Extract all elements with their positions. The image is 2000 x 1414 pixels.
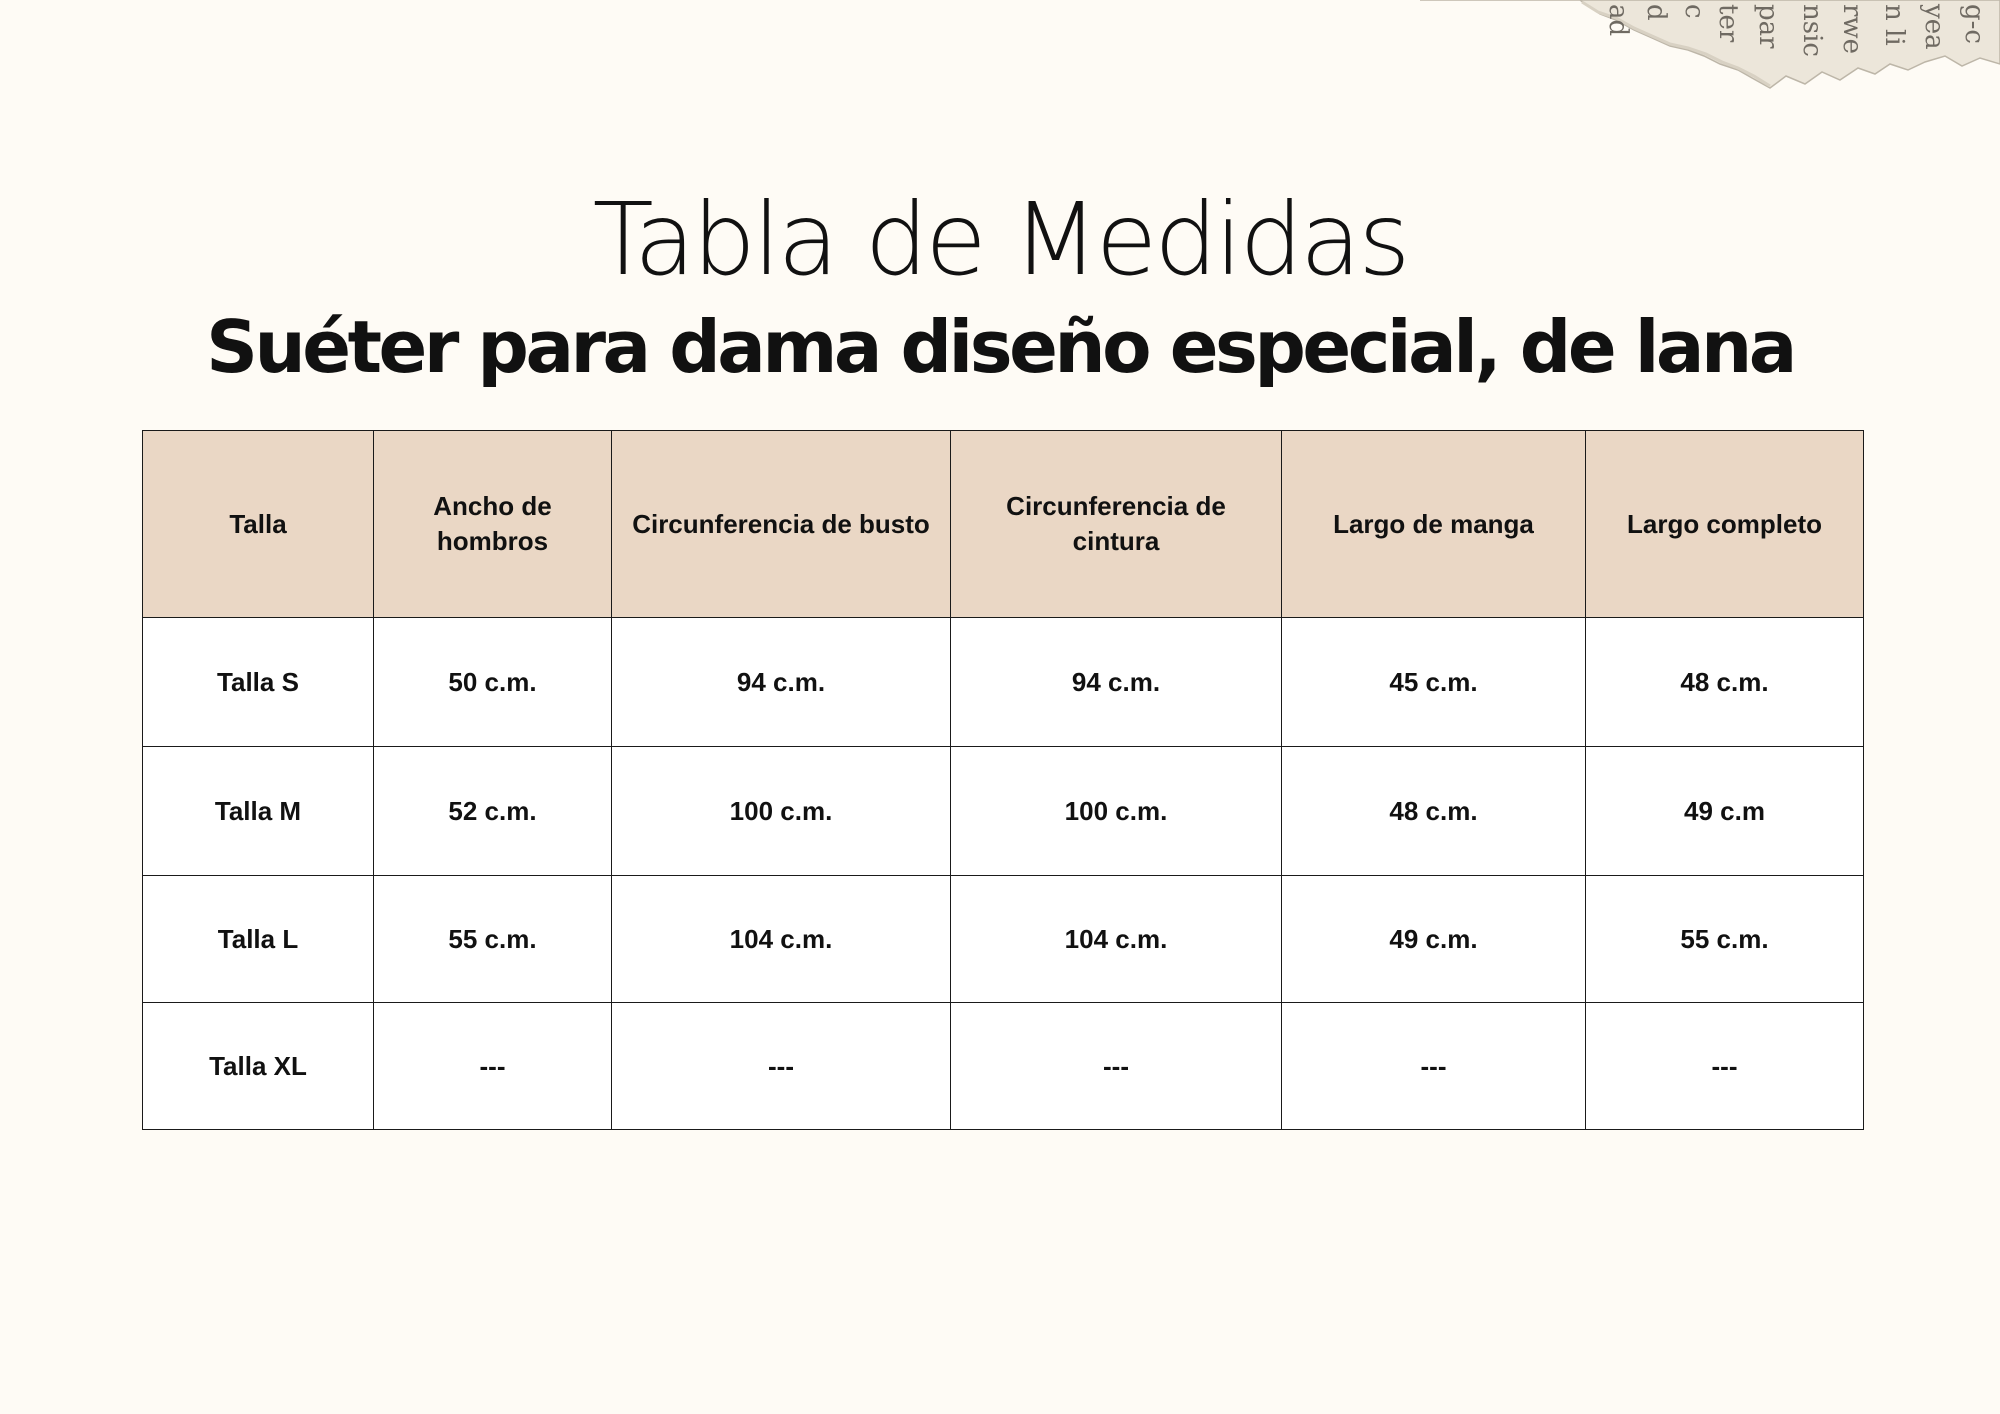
table-cell: 55 c.m. (373, 875, 612, 1003)
svg-text:ad: ad (1603, 4, 1633, 36)
table-row: Talla M 52 c.m. 100 c.m. 100 c.m. 48 c.m… (142, 746, 1864, 876)
svg-text:c: c (1679, 4, 1709, 19)
svg-text:d: d (1641, 4, 1671, 21)
table-cell: --- (1281, 1002, 1586, 1130)
page-title: Tabla de Medidas (592, 181, 1411, 298)
table-cell: 52 c.m. (373, 746, 612, 876)
table-cell: 49 c.m. (1281, 875, 1586, 1003)
table-cell: --- (611, 1002, 951, 1130)
table-cell: 104 c.m. (611, 875, 951, 1003)
size-label-cell: Talla S (142, 617, 374, 747)
header-ancho-de-hombros: Ancho de hombros (373, 430, 612, 618)
table-cell: 48 c.m. (1281, 746, 1586, 876)
svg-text:rwe: rwe (1837, 4, 1867, 54)
size-label-cell: Talla M (142, 746, 374, 876)
table-cell: 49 c.m (1585, 746, 1864, 876)
table-header-row: Talla Ancho de hombros Circunferencia de… (142, 430, 1864, 618)
svg-text:ter: ter (1713, 4, 1743, 43)
table-cell: 55 c.m. (1585, 875, 1864, 1003)
svg-text:par: par (1753, 4, 1783, 49)
table-cell: 94 c.m. (611, 617, 951, 747)
table-row: Talla S 50 c.m. 94 c.m. 94 c.m. 45 c.m. … (142, 617, 1864, 747)
header-circunferencia-de-cintura: Circunferencia de cintura (950, 430, 1282, 618)
size-label-cell: Talla L (142, 875, 374, 1003)
header-circunferencia-de-busto: Circunferencia de busto (611, 430, 951, 618)
table-cell: 100 c.m. (950, 746, 1282, 876)
header-largo-de-manga: Largo de manga (1281, 430, 1586, 618)
svg-text:nsic: nsic (1797, 4, 1827, 57)
table-cell: 104 c.m. (950, 875, 1282, 1003)
size-label-cell: Talla XL (142, 1002, 374, 1130)
header-largo-completo: Largo completo (1585, 430, 1864, 618)
table-cell: 50 c.m. (373, 617, 612, 747)
table-cell: --- (1585, 1002, 1864, 1130)
page-subtitle: Suéter para dama diseño especial, de lan… (206, 305, 1797, 389)
svg-text:g-c: g-c (1959, 4, 1989, 44)
table-row: Talla L 55 c.m. 104 c.m. 104 c.m. 49 c.m… (142, 875, 1864, 1003)
table-cell: --- (950, 1002, 1282, 1130)
table-cell: 45 c.m. (1281, 617, 1586, 747)
table-cell: 48 c.m. (1585, 617, 1864, 747)
header-talla: Talla (142, 430, 374, 618)
torn-newspaper-decoration: ad d c ter par nsic rwe n li yea g-c (1420, 0, 2000, 89)
size-chart-table: Talla Ancho de hombros Circunferencia de… (142, 430, 1864, 1130)
table-cell: 94 c.m. (950, 617, 1282, 747)
svg-text:n li: n li (1879, 4, 1909, 46)
table-cell: 100 c.m. (611, 746, 951, 876)
table-cell: --- (373, 1002, 612, 1130)
table-row: Talla XL --- --- --- --- --- (142, 1002, 1864, 1130)
svg-text:yea: yea (1919, 3, 1949, 50)
